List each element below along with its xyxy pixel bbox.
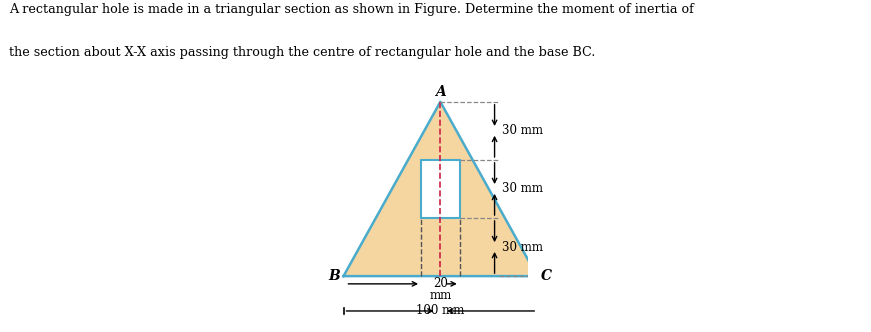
Text: 20: 20 bbox=[433, 277, 448, 290]
Text: 100 mm: 100 mm bbox=[416, 304, 464, 317]
Bar bbox=[421, 160, 460, 218]
Text: mm: mm bbox=[429, 289, 451, 302]
Text: A rectangular hole is made in a triangular section as shown in Figure. Determine: A rectangular hole is made in a triangul… bbox=[9, 3, 693, 16]
Text: the section about X-X axis passing through the centre of rectangular hole and th: the section about X-X axis passing throu… bbox=[9, 46, 595, 59]
Text: B: B bbox=[327, 269, 340, 283]
Text: A: A bbox=[435, 85, 446, 99]
Text: 30 mm: 30 mm bbox=[503, 183, 544, 196]
Text: 30 mm: 30 mm bbox=[503, 241, 544, 254]
Polygon shape bbox=[343, 102, 537, 276]
Text: C: C bbox=[541, 269, 552, 283]
Text: 30 mm: 30 mm bbox=[503, 124, 544, 137]
